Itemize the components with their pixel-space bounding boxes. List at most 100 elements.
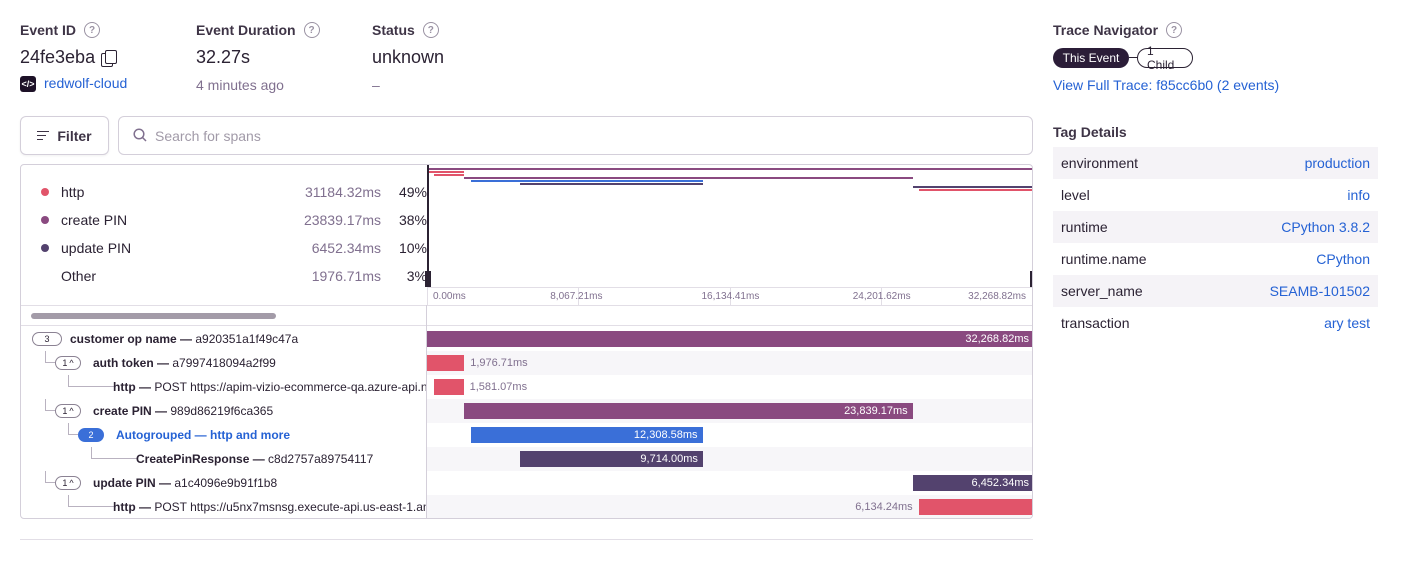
span-bar[interactable] (918, 499, 1032, 515)
span-op: create PIN (93, 404, 152, 418)
tree-connector (45, 399, 55, 411)
project-link[interactable]: redwolf-cloud (44, 75, 128, 91)
horizontal-scrollbar[interactable] (21, 305, 1032, 326)
search-input[interactable] (155, 117, 1015, 154)
span-children-toggle[interactable]: 1 ^ (55, 404, 81, 418)
legend-op-duration: 31184.32ms (304, 184, 381, 200)
span-row[interactable]: 1 ^ create PIN — 989d86219f6ca365 23,839.17… (21, 399, 1032, 423)
trace-minimap[interactable] (425, 165, 1032, 305)
span-tree-cell[interactable]: 1 ^ create PIN — 989d86219f6ca365 (21, 399, 426, 423)
span-bar[interactable] (471, 427, 703, 443)
span-row[interactable]: http — POST https://apim-vizio-ecommerce… (21, 375, 1032, 399)
filter-button[interactable]: Filter (20, 116, 109, 155)
child-event-pill[interactable]: 1 Child (1137, 44, 1193, 72)
span-children-toggle[interactable]: 3 (32, 332, 62, 346)
span-bar[interactable] (520, 451, 703, 467)
legend-item[interactable]: create PIN 23839.17ms 38% (21, 207, 427, 235)
tag-value-link[interactable]: SEAMB-101502 (1269, 283, 1370, 299)
legend-item[interactable]: Other 1976.71ms 3% (21, 263, 427, 291)
span-bar-area[interactable]: 23,839.17ms (427, 399, 1032, 423)
axis-tick-label: 16,134.41ms (701, 291, 760, 302)
legend-op-name: create PIN (61, 212, 128, 228)
legend-item[interactable]: update PIN 6452.34ms 10% (21, 235, 427, 263)
span-row[interactable]: 1 ^ auth token — a7997418094a2f99 1,976.71m… (21, 351, 1032, 375)
span-label: CreatePinResponse — c8d2757a89754117 (136, 452, 373, 466)
view-full-trace-link[interactable]: View Full Trace: f85cc6b0 (2 events) (1053, 77, 1280, 93)
span-row[interactable]: 2 Autogrouped — http and more 12,308.58ms (21, 423, 1032, 447)
axis-tick (1032, 288, 1033, 306)
chevron-up-icon: ^ (69, 478, 74, 488)
span-tree-cell[interactable]: 3 customer op name — a920351a1f49c47a (21, 327, 426, 351)
span-bar[interactable] (427, 331, 1032, 347)
span-bar-area[interactable]: 12,308.58ms (427, 423, 1032, 447)
span-tree-cell[interactable]: http — POST https://u5nx7msnsg.execute-a… (21, 495, 426, 518)
span-bar-area[interactable]: 6,134.24ms (427, 495, 1032, 518)
copy-icon[interactable] (101, 50, 118, 68)
minimap-left-handle[interactable] (425, 165, 431, 287)
tag-key: transaction (1061, 315, 1130, 331)
span-description: a7997418094a2f99 (172, 356, 276, 370)
span-children-toggle[interactable]: 1 ^ (55, 356, 81, 370)
event-id-label: Event ID ? (20, 22, 101, 38)
tag-value-link[interactable]: CPython 3.8.2 (1281, 219, 1370, 235)
span-row[interactable]: CreatePinResponse — c8d2757a89754117 9,71… (21, 447, 1032, 471)
span-duration: 12,308.58ms (633, 429, 698, 441)
legend-op-name: update PIN (61, 240, 132, 256)
minimap-right-handle[interactable] (1030, 271, 1032, 287)
event-id-value: 24fe3eba (20, 47, 118, 68)
timeline-axis: 0.00ms 8,067.21ms 16,134.41ms 24,201.62ms 32… (427, 287, 1033, 306)
span-bar[interactable] (427, 355, 465, 371)
span-row[interactable]: http — POST https://u5nx7msnsg.execute-a… (21, 495, 1032, 518)
span-bar[interactable] (464, 403, 913, 419)
span-bar-area[interactable]: 32,268.82ms (427, 327, 1032, 351)
minimap-span-bar (464, 177, 913, 179)
span-children-toggle[interactable]: 2 (78, 428, 104, 442)
span-row[interactable]: 1 ^ update PIN — a1c4096e9b91f1b8 6,452.34m… (21, 471, 1032, 495)
span-children-toggle[interactable]: 1 ^ (55, 476, 81, 490)
tree-connector (45, 471, 55, 483)
children-count: 1 (62, 406, 68, 416)
span-description: c8d2757a89754117 (268, 452, 374, 466)
legend-op-percent: 49% (398, 184, 427, 200)
axis-tick (578, 288, 580, 306)
minimap-span-bar (433, 174, 464, 176)
span-separator: — (151, 404, 171, 418)
span-separator: — (155, 476, 175, 490)
question-icon[interactable]: ? (84, 22, 101, 38)
span-tree-cell[interactable]: 1 ^ auth token — a7997418094a2f99 (21, 351, 426, 375)
legend-dot-icon (41, 188, 49, 196)
tag-value-link[interactable]: info (1347, 187, 1370, 203)
span-bar-area[interactable]: 6,452.34ms (427, 471, 1032, 495)
question-icon[interactable]: ? (1166, 22, 1183, 38)
span-bar-area[interactable]: 9,714.00ms (427, 447, 1032, 471)
span-tree-cell[interactable]: 1 ^ update PIN — a1c4096e9b91f1b8 (21, 471, 426, 495)
question-icon[interactable]: ? (422, 22, 439, 38)
span-duration: 32,268.82ms (965, 333, 1029, 345)
span-bar[interactable] (912, 475, 1032, 491)
span-row[interactable]: 3 customer op name — a920351a1f49c47a 32,2… (21, 327, 1032, 351)
span-separator: — (135, 380, 155, 394)
legend-dot-icon (41, 244, 49, 252)
span-tree-cell[interactable]: CreatePinResponse — c8d2757a89754117 (21, 447, 426, 471)
span-op: CreatePinResponse (136, 452, 250, 466)
question-icon[interactable]: ? (303, 22, 320, 38)
scroll-thumb[interactable] (31, 313, 276, 319)
legend-item[interactable]: http 31184.32ms 49% (21, 179, 427, 207)
span-op: auth token (93, 356, 154, 370)
tag-value-link[interactable]: production (1304, 155, 1370, 171)
tag-value-link[interactable]: ary test (1324, 315, 1370, 331)
span-duration: 1,976.71ms (470, 357, 528, 369)
span-bar-area[interactable]: 1,581.07ms (427, 375, 1032, 399)
tag-value-link[interactable]: CPython (1316, 251, 1370, 267)
span-bar[interactable] (433, 379, 464, 395)
span-bar-area[interactable]: 1,976.71ms (427, 351, 1032, 375)
legend-op-duration: 6452.34ms (311, 240, 381, 256)
this-event-pill[interactable]: This Event (1053, 48, 1129, 68)
span-search[interactable] (118, 116, 1033, 155)
minimap-span-bar (520, 183, 703, 185)
span-tree-cell[interactable]: http — POST https://apim-vizio-ecommerce… (21, 375, 426, 399)
column-divider[interactable] (426, 305, 427, 518)
span-label: customer op name — a920351a1f49c47a (70, 332, 298, 346)
span-tree-cell[interactable]: 2 Autogrouped — http and more (21, 423, 426, 447)
minimap-span-bar (918, 189, 1032, 191)
